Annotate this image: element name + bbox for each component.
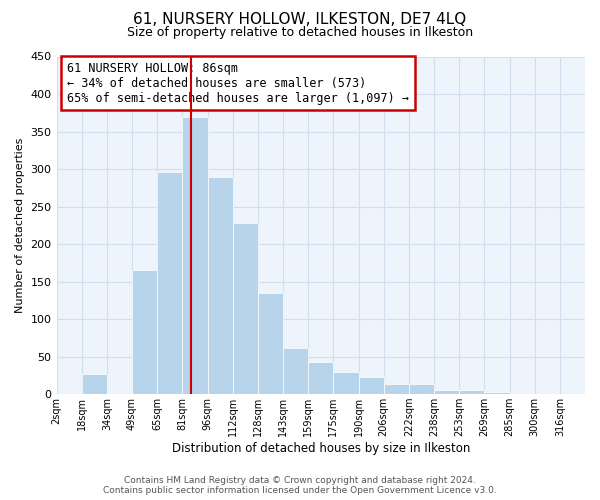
X-axis label: Distribution of detached houses by size in Ilkeston: Distribution of detached houses by size … xyxy=(172,442,470,455)
Bar xyxy=(132,270,157,394)
Bar xyxy=(409,384,434,394)
Bar xyxy=(182,116,208,394)
Bar xyxy=(258,293,283,394)
Bar xyxy=(484,392,509,394)
Bar xyxy=(233,223,258,394)
Text: Size of property relative to detached houses in Ilkeston: Size of property relative to detached ho… xyxy=(127,26,473,39)
Bar xyxy=(283,348,308,394)
Y-axis label: Number of detached properties: Number of detached properties xyxy=(15,138,25,313)
Bar xyxy=(334,372,359,394)
Bar xyxy=(383,384,409,394)
Text: 61 NURSERY HOLLOW: 86sqm
← 34% of detached houses are smaller (573)
65% of semi-: 61 NURSERY HOLLOW: 86sqm ← 34% of detach… xyxy=(67,62,409,104)
Text: Contains HM Land Registry data © Crown copyright and database right 2024.
Contai: Contains HM Land Registry data © Crown c… xyxy=(103,476,497,495)
Bar xyxy=(208,176,233,394)
Bar xyxy=(157,172,182,394)
Bar xyxy=(434,390,459,394)
Bar xyxy=(459,390,484,394)
Bar xyxy=(308,362,334,394)
Bar xyxy=(82,374,107,394)
Text: 61, NURSERY HOLLOW, ILKESTON, DE7 4LQ: 61, NURSERY HOLLOW, ILKESTON, DE7 4LQ xyxy=(133,12,467,28)
Bar xyxy=(359,377,383,394)
